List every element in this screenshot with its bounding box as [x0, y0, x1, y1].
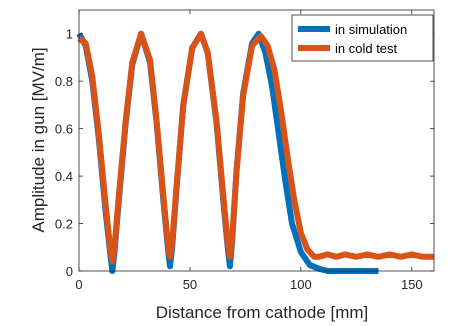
x-tick-label: 150 [401, 277, 423, 292]
x-axis-title: Distance from cathode [mm] [156, 303, 369, 322]
legend-label-simulation: in simulation [335, 22, 407, 37]
x-tick-label: 100 [290, 277, 312, 292]
y-tick-label: 0 [66, 264, 73, 279]
series-layer [76, 30, 434, 274]
y-axis-title: Amplitude in gun [MV/m] [29, 47, 48, 232]
x-tick-label: 0 [75, 277, 82, 292]
x-tick-label: 50 [183, 277, 197, 292]
y-tick-label: 0.8 [55, 74, 73, 89]
y-tick-label: 0.2 [55, 217, 73, 232]
y-tick-label: 0.6 [55, 122, 73, 137]
ticks-layer: 0 50 100 150 0 0.2 0.4 0.6 0.8 1 [55, 10, 434, 292]
y-tick-label: 0.4 [55, 169, 73, 184]
legend: in simulation in cold test [291, 14, 434, 62]
axes-layer [78, 9, 435, 272]
legend-label-cold-test: in cold test [335, 41, 398, 56]
legend-box [291, 14, 434, 62]
y-tick-label: 1 [66, 27, 73, 42]
series-line-in-cold-test [77, 30, 434, 265]
axes-frame [78, 9, 435, 272]
